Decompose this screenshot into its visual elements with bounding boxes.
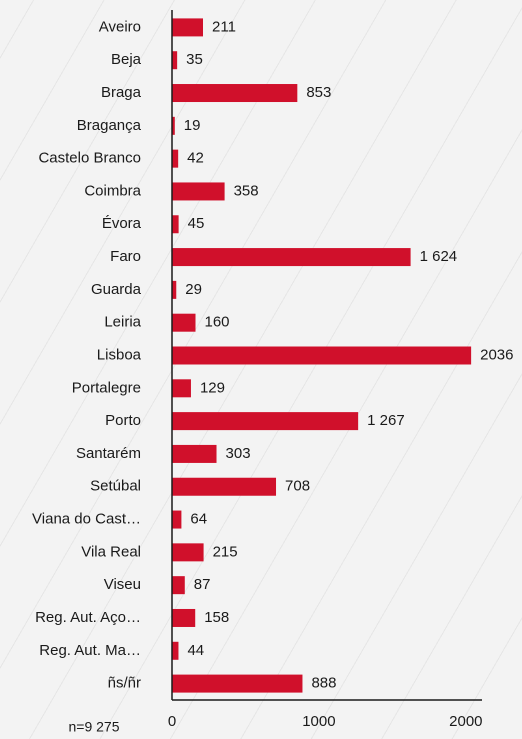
value-label: 35 xyxy=(186,51,203,68)
bar xyxy=(172,379,191,398)
category-label: Castelo Branco xyxy=(38,150,141,167)
value-label: 708 xyxy=(285,478,310,495)
bar xyxy=(172,116,175,135)
value-label: 888 xyxy=(311,675,336,692)
category-label: Reg. Aut. Ma… xyxy=(39,642,141,659)
bar xyxy=(172,215,179,234)
value-label: 1 624 xyxy=(420,248,458,265)
category-label: Santarém xyxy=(76,445,141,462)
category-label: Lisboa xyxy=(97,346,142,363)
sample-size: n=9 275 xyxy=(69,719,120,735)
value-label: 358 xyxy=(234,182,259,199)
bar xyxy=(172,149,179,168)
category-label: Bragança xyxy=(77,117,142,134)
value-label: 215 xyxy=(213,543,238,560)
bar xyxy=(172,674,303,693)
category-label: Aveiro xyxy=(99,18,141,35)
category-label: ñs/ñr xyxy=(108,675,141,692)
bar xyxy=(172,313,196,332)
value-label: 160 xyxy=(205,314,230,331)
value-label: 44 xyxy=(187,642,204,659)
bar xyxy=(172,248,411,267)
category-label: Viana do Cast… xyxy=(32,511,141,528)
category-label: Évora xyxy=(102,215,142,232)
bar xyxy=(172,543,204,562)
bar xyxy=(172,412,359,431)
category-label: Leiria xyxy=(104,314,141,331)
value-label: 87 xyxy=(194,576,211,593)
value-label: 45 xyxy=(188,215,205,232)
value-label: 211 xyxy=(212,18,236,35)
x-tick-label: 2000 xyxy=(449,713,482,730)
category-label: Vila Real xyxy=(81,543,141,560)
bar xyxy=(172,641,179,660)
value-label: 42 xyxy=(187,150,204,167)
category-label: Faro xyxy=(110,248,141,265)
value-label: 29 xyxy=(185,281,202,298)
value-label: 853 xyxy=(306,84,331,101)
value-label: 129 xyxy=(200,379,225,396)
category-label: Portalegre xyxy=(72,379,141,396)
value-label: 1 267 xyxy=(367,412,405,429)
bar xyxy=(172,444,217,463)
category-label: Guarda xyxy=(91,281,142,298)
bar xyxy=(172,477,277,496)
value-label: 303 xyxy=(226,445,251,462)
bar xyxy=(172,84,298,103)
bar xyxy=(172,608,196,627)
x-tick-label: 1000 xyxy=(302,713,335,730)
x-tick-label: 0 xyxy=(168,713,176,730)
category-label: Braga xyxy=(101,84,142,101)
value-label: 64 xyxy=(190,511,207,528)
bar xyxy=(172,346,472,365)
bar xyxy=(172,182,225,201)
bar xyxy=(172,510,182,529)
category-label: Coimbra xyxy=(84,182,141,199)
value-label: 19 xyxy=(184,117,201,134)
bar xyxy=(172,51,178,70)
category-label: Porto xyxy=(105,412,141,429)
category-label: Beja xyxy=(111,51,142,68)
value-label: 158 xyxy=(204,609,229,626)
bar xyxy=(172,576,185,595)
category-label: Reg. Aut. Aço… xyxy=(35,609,141,626)
value-label: 2036 xyxy=(480,346,513,363)
bar xyxy=(172,18,203,37)
category-label: Viseu xyxy=(104,576,141,593)
bar xyxy=(172,280,177,299)
category-label: Setúbal xyxy=(90,478,141,495)
